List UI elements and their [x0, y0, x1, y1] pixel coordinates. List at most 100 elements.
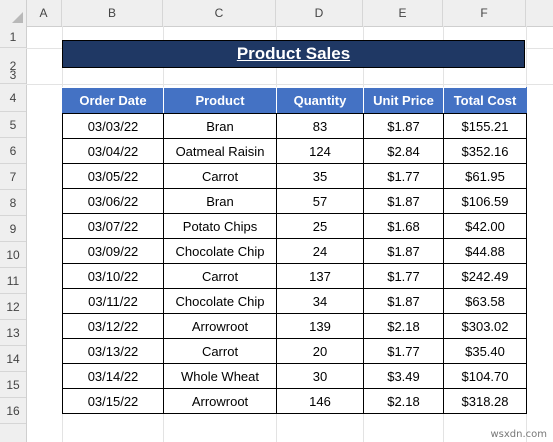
row-header-3[interactable]: 3 — [0, 67, 26, 84]
table-row: 03/13/22 Carrot 20 $1.77 $35.40 — [62, 338, 527, 364]
row-header-10[interactable]: 10 — [0, 242, 26, 268]
row-header-1[interactable]: 1 — [0, 26, 26, 48]
cell-unit-price[interactable]: $1.68 — [363, 213, 444, 239]
cell-quantity[interactable]: 124 — [276, 138, 364, 164]
cell-total-cost[interactable]: $318.28 — [443, 388, 527, 414]
row-header-12[interactable]: 12 — [0, 294, 26, 320]
cell-order-date[interactable]: 03/11/22 — [62, 288, 164, 314]
header-quantity[interactable]: Quantity — [276, 87, 364, 114]
row-header-11[interactable]: 11 — [0, 268, 26, 294]
row-header-4[interactable]: 4 — [0, 84, 26, 112]
cell-product[interactable]: Bran — [163, 113, 277, 139]
cell-quantity[interactable]: 35 — [276, 163, 364, 189]
cell-order-date[interactable]: 03/03/22 — [62, 113, 164, 139]
table-row: 03/10/22 Carrot 137 $1.77 $242.49 — [62, 263, 527, 289]
table-row: 03/11/22 Chocolate Chip 34 $1.87 $63.58 — [62, 288, 527, 314]
row-header-6[interactable]: 6 — [0, 138, 26, 164]
cell-unit-price[interactable]: $1.87 — [363, 188, 444, 214]
cell-total-cost[interactable]: $303.02 — [443, 313, 527, 339]
column-header-b[interactable]: B — [62, 0, 163, 26]
cell-product[interactable]: Arrowroot — [163, 388, 277, 414]
product-sales-table: Order Date Product Quantity Unit Price T… — [62, 87, 527, 414]
cell-order-date[interactable]: 03/04/22 — [62, 138, 164, 164]
sheet-title[interactable]: Product Sales — [62, 40, 525, 68]
row-header-16[interactable]: 16 — [0, 398, 26, 424]
cell-quantity[interactable]: 30 — [276, 363, 364, 389]
cell-unit-price[interactable]: $1.87 — [363, 113, 444, 139]
cell-total-cost[interactable]: $42.00 — [443, 213, 527, 239]
cell-quantity[interactable]: 139 — [276, 313, 364, 339]
cell-product[interactable]: Chocolate Chip — [163, 238, 277, 264]
cell-quantity[interactable]: 34 — [276, 288, 364, 314]
cell-unit-price[interactable]: $1.77 — [363, 263, 444, 289]
cell-product[interactable]: Arrowroot — [163, 313, 277, 339]
cell-product[interactable]: Carrot — [163, 163, 277, 189]
cell-unit-price[interactable]: $1.87 — [363, 238, 444, 264]
cell-quantity[interactable]: 137 — [276, 263, 364, 289]
column-header-d[interactable]: D — [276, 0, 363, 26]
cell-order-date[interactable]: 03/12/22 — [62, 313, 164, 339]
table-row: 03/14/22 Whole Wheat 30 $3.49 $104.70 — [62, 363, 527, 389]
cell-total-cost[interactable]: $104.70 — [443, 363, 527, 389]
cell-quantity[interactable]: 24 — [276, 238, 364, 264]
select-all-corner[interactable] — [0, 0, 27, 26]
cell-unit-price[interactable]: $2.18 — [363, 388, 444, 414]
cell-quantity[interactable]: 57 — [276, 188, 364, 214]
table-row: 03/04/22 Oatmeal Raisin 124 $2.84 $352.16 — [62, 138, 527, 164]
cell-total-cost[interactable]: $44.88 — [443, 238, 527, 264]
cell-total-cost[interactable]: $35.40 — [443, 338, 527, 364]
cell-total-cost[interactable]: $63.58 — [443, 288, 527, 314]
row-header-14[interactable]: 14 — [0, 346, 26, 372]
cell-order-date[interactable]: 03/15/22 — [62, 388, 164, 414]
cell-product[interactable]: Carrot — [163, 263, 277, 289]
cell-order-date[interactable]: 03/09/22 — [62, 238, 164, 264]
cell-total-cost[interactable]: $61.95 — [443, 163, 527, 189]
select-all-triangle-icon — [12, 12, 23, 23]
header-unit-price[interactable]: Unit Price — [363, 87, 444, 114]
cell-unit-price[interactable]: $1.77 — [363, 163, 444, 189]
cell-unit-price[interactable]: $3.49 — [363, 363, 444, 389]
cell-quantity[interactable]: 20 — [276, 338, 364, 364]
cell-product[interactable]: Whole Wheat — [163, 363, 277, 389]
cell-order-date[interactable]: 03/14/22 — [62, 363, 164, 389]
cell-product[interactable]: Oatmeal Raisin — [163, 138, 277, 164]
header-total-cost[interactable]: Total Cost — [443, 87, 527, 114]
cell-unit-price[interactable]: $1.87 — [363, 288, 444, 314]
row-header-7[interactable]: 7 — [0, 164, 26, 190]
column-header-bar: A B C D E F — [0, 0, 553, 27]
cell-total-cost[interactable]: $106.59 — [443, 188, 527, 214]
table-row: 03/09/22 Chocolate Chip 24 $1.87 $44.88 — [62, 238, 527, 264]
cell-order-date[interactable]: 03/07/22 — [62, 213, 164, 239]
column-header-e[interactable]: E — [363, 0, 443, 26]
cell-product[interactable]: Bran — [163, 188, 277, 214]
cell-quantity[interactable]: 25 — [276, 213, 364, 239]
cell-total-cost[interactable]: $155.21 — [443, 113, 527, 139]
row-header-13[interactable]: 13 — [0, 320, 26, 346]
cell-quantity[interactable]: 146 — [276, 388, 364, 414]
header-product[interactable]: Product — [163, 87, 277, 114]
cell-order-date[interactable]: 03/13/22 — [62, 338, 164, 364]
column-header-f[interactable]: F — [443, 0, 526, 26]
row-header-15[interactable]: 15 — [0, 372, 26, 398]
cell-product[interactable]: Potato Chips — [163, 213, 277, 239]
header-order-date[interactable]: Order Date — [62, 87, 164, 114]
column-header-c[interactable]: C — [163, 0, 276, 26]
cell-unit-price[interactable]: $2.84 — [363, 138, 444, 164]
table-row: 03/15/22 Arrowroot 146 $2.18 $318.28 — [62, 388, 527, 414]
cell-total-cost[interactable]: $242.49 — [443, 263, 527, 289]
cell-quantity[interactable]: 83 — [276, 113, 364, 139]
cell-unit-price[interactable]: $1.77 — [363, 338, 444, 364]
cell-total-cost[interactable]: $352.16 — [443, 138, 527, 164]
table-header-row: Order Date Product Quantity Unit Price T… — [62, 87, 527, 114]
row-header-9[interactable]: 9 — [0, 216, 26, 242]
cell-order-date[interactable]: 03/10/22 — [62, 263, 164, 289]
cell-unit-price[interactable]: $2.18 — [363, 313, 444, 339]
row-header-5[interactable]: 5 — [0, 112, 26, 138]
cell-order-date[interactable]: 03/06/22 — [62, 188, 164, 214]
cell-product[interactable]: Chocolate Chip — [163, 288, 277, 314]
table-row: 03/07/22 Potato Chips 25 $1.68 $42.00 — [62, 213, 527, 239]
column-header-a[interactable]: A — [26, 0, 62, 26]
cell-order-date[interactable]: 03/05/22 — [62, 163, 164, 189]
row-header-8[interactable]: 8 — [0, 190, 26, 216]
cell-product[interactable]: Carrot — [163, 338, 277, 364]
